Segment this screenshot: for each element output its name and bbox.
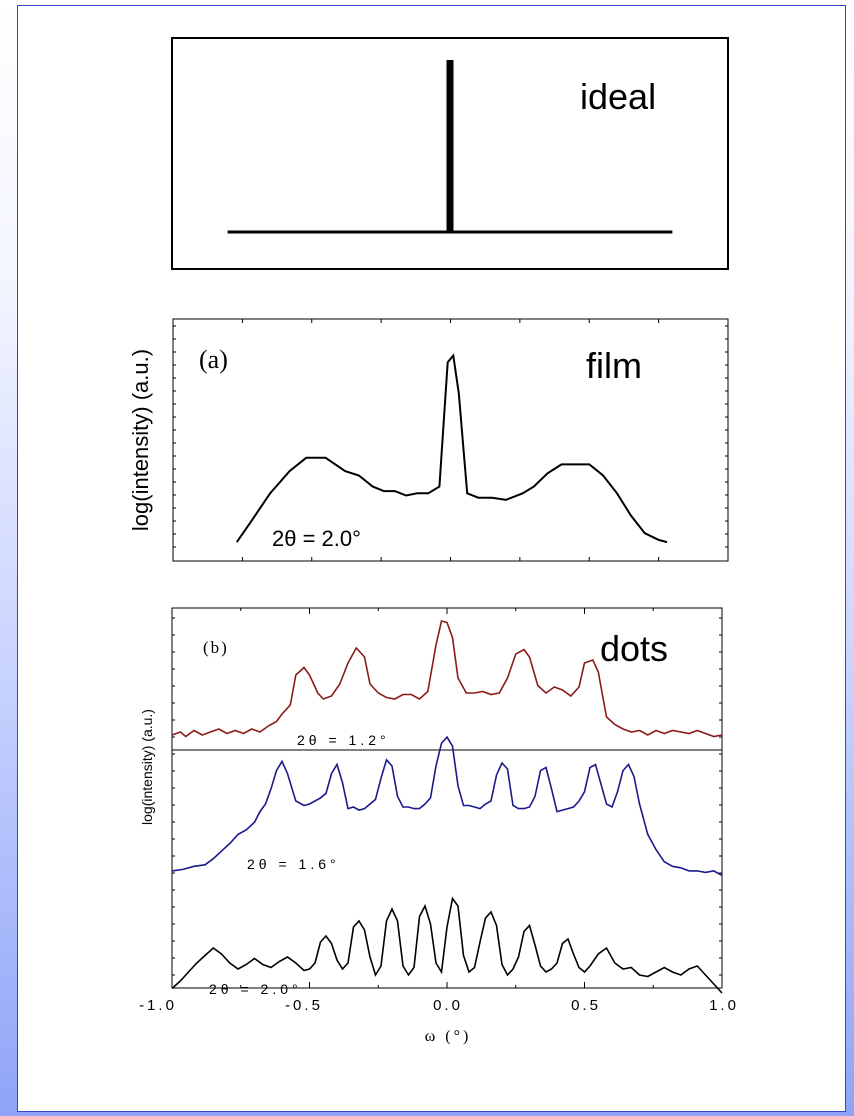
film-curve [235, 353, 668, 544]
dots-annotation: dots [600, 628, 668, 669]
film-curve-group [235, 353, 668, 544]
x-tick-label: 0.0 [433, 997, 463, 1014]
ideal-frame [171, 37, 729, 270]
x-tick-label: -0.5 [285, 997, 323, 1014]
ideal-curve-group [227, 60, 673, 234]
panel-ideal: ideal [171, 37, 729, 270]
dots-curve-1 [171, 620, 723, 738]
dots-curve-group [171, 620, 723, 994]
panel-film: (a) film log(intensity) (a.u.) 2θ = 2.0° [128, 318, 729, 562]
x-tick-label: 0.5 [571, 997, 601, 1014]
dots-panel-label: (b) [203, 638, 229, 657]
chart-figure: ideal (a) film log(intensity) (a.u.) 2θ … [128, 37, 739, 1045]
dots-axis-ticks [171, 608, 723, 989]
dots-curve-3 [171, 896, 723, 994]
dots-curve-label-1-6: 2θ = 1.6° [247, 856, 340, 872]
film-axis-ticks [172, 319, 729, 561]
x-axis-label: ω (°) [425, 1028, 472, 1045]
dots-y-axis-label: log(intensity) (a.u.) [139, 709, 155, 825]
film-annotation: film [586, 345, 642, 386]
panel-dots: (b) dots log(intensity) (a.u.) 2θ = 1.2°… [139, 607, 739, 1045]
slide-page: ideal (a) film log(intensity) (a.u.) 2θ … [17, 5, 846, 1112]
dots-curve-label-1-2: 2θ = 1.2° [297, 732, 390, 748]
x-tick-label: -1.0 [139, 997, 177, 1014]
film-y-axis-label: log(intensity) (a.u.) [128, 349, 153, 531]
film-curve-label: 2θ = 2.0° [272, 526, 361, 551]
x-tick-label: 1.0 [709, 997, 739, 1014]
dots-curve-2 [171, 735, 723, 877]
ideal-annotation: ideal [580, 76, 656, 117]
film-panel-label: (a) [199, 345, 228, 374]
dots-curve-label-2-0: 2θ = 2.0° [209, 981, 302, 997]
film-frame [172, 318, 729, 562]
